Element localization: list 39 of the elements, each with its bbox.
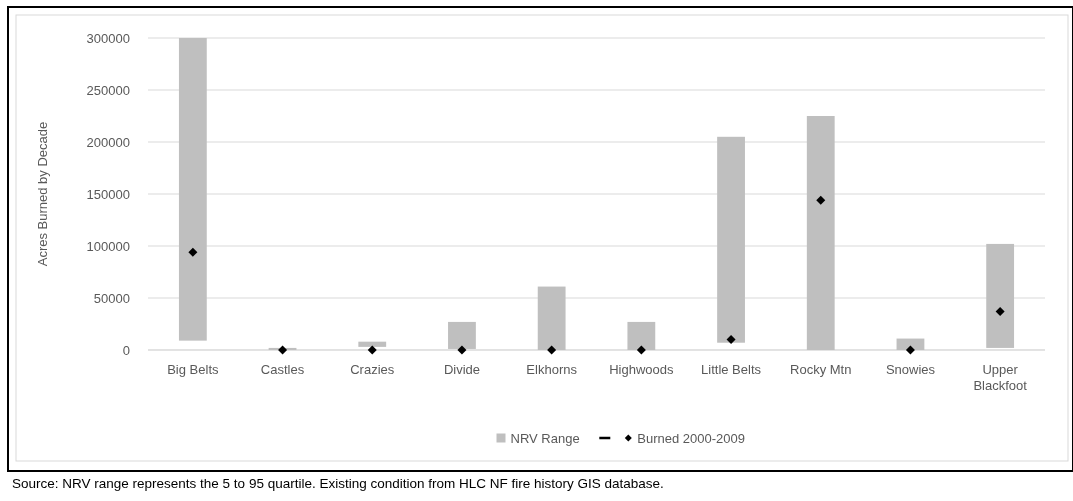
x-tick-label: Castles <box>260 362 305 377</box>
x-tick-label: Little Belts <box>701 362 762 377</box>
bar <box>986 243 1015 348</box>
x-tick-label: Highwoods <box>609 362 674 377</box>
bar <box>627 321 656 350</box>
point <box>726 335 736 345</box>
x-tick-label: Rocky Mtn <box>790 362 852 377</box>
x-tick-label: Snowies <box>885 362 936 377</box>
y-tick-label: 300000 <box>86 30 130 46</box>
y-axis-title: Acres Burned by Decade <box>35 121 50 267</box>
point <box>995 307 1005 317</box>
bar <box>717 136 745 343</box>
point <box>457 345 467 355</box>
point <box>816 195 826 205</box>
x-tick-label: Big Belts <box>167 362 219 377</box>
point <box>547 345 557 355</box>
bar <box>537 286 566 350</box>
point <box>278 345 288 355</box>
point <box>636 345 646 355</box>
point <box>905 345 915 355</box>
y-tick-label: 150000 <box>86 186 130 202</box>
bar <box>358 341 387 347</box>
y-tick-label: 250000 <box>86 82 130 98</box>
x-tick-label: Divide <box>443 362 481 377</box>
point <box>188 247 198 257</box>
x-tick-label: Elkhorns <box>526 362 578 377</box>
source-note: Source: NRV range represents the 5 to 95 quartile. Existing condition from HLC NF fire history GIS database. <box>12 476 664 491</box>
y-tick-label: 50000 <box>93 290 130 306</box>
x-tick-label: Crazies <box>350 362 395 377</box>
y-tick-label: 200000 <box>86 134 130 150</box>
x-tick-label: Upper Blackfoot <box>973 362 1028 393</box>
y-tick-label: 0 <box>122 342 130 358</box>
bar <box>448 321 476 349</box>
point <box>367 345 377 355</box>
bar <box>806 116 835 350</box>
legend-label: NRV Range <box>510 430 580 446</box>
legend-label: Burned 2000-2009 <box>637 430 745 446</box>
y-tick-label: 100000 <box>86 238 130 254</box>
bar <box>178 38 207 341</box>
